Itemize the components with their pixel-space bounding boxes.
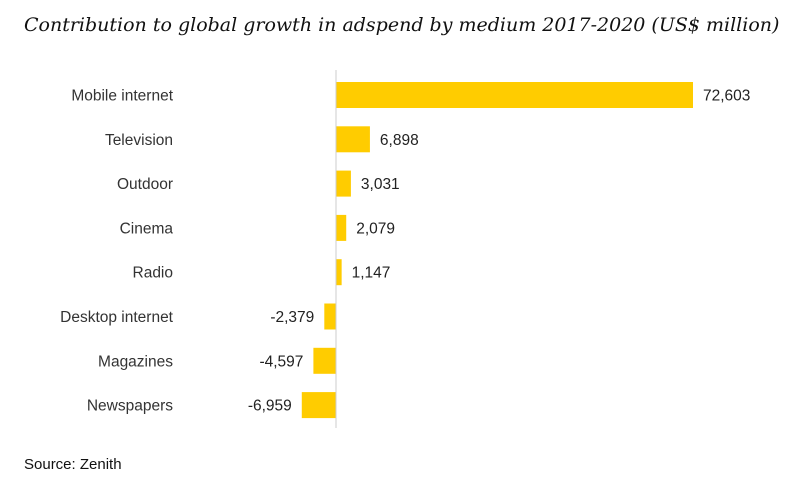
category-label: Mobile internet — [71, 88, 173, 105]
bar-outdoor — [336, 170, 351, 197]
bar-newspapers — [301, 392, 336, 419]
bar-cinema — [336, 214, 347, 241]
value-label: 72,603 — [703, 88, 750, 105]
category-label: Desktop internet — [60, 309, 174, 326]
value-label: 1,147 — [352, 265, 391, 282]
value-label: -4,597 — [259, 353, 303, 370]
category-label: Magazines — [98, 353, 173, 370]
chart-title: Contribution to global growth in adspend… — [24, 14, 780, 36]
bar-desktop-internet — [324, 303, 336, 330]
value-label: 3,031 — [361, 176, 400, 193]
category-label: Cinema — [120, 220, 174, 237]
value-label: -6,959 — [248, 398, 292, 415]
bar-television — [336, 126, 370, 153]
category-label: Radio — [133, 265, 174, 282]
bar-magazines — [313, 347, 336, 374]
value-label: 6,898 — [380, 132, 419, 149]
value-label: -2,379 — [270, 309, 314, 326]
bar-radio — [336, 259, 342, 286]
category-label: Newspapers — [87, 398, 173, 415]
source-note: Source: Zenith — [24, 456, 122, 473]
category-label: Television — [105, 132, 173, 149]
category-label: Outdoor — [117, 176, 173, 193]
value-label: 2,079 — [356, 220, 395, 237]
bar-mobile-internet — [336, 82, 693, 108]
